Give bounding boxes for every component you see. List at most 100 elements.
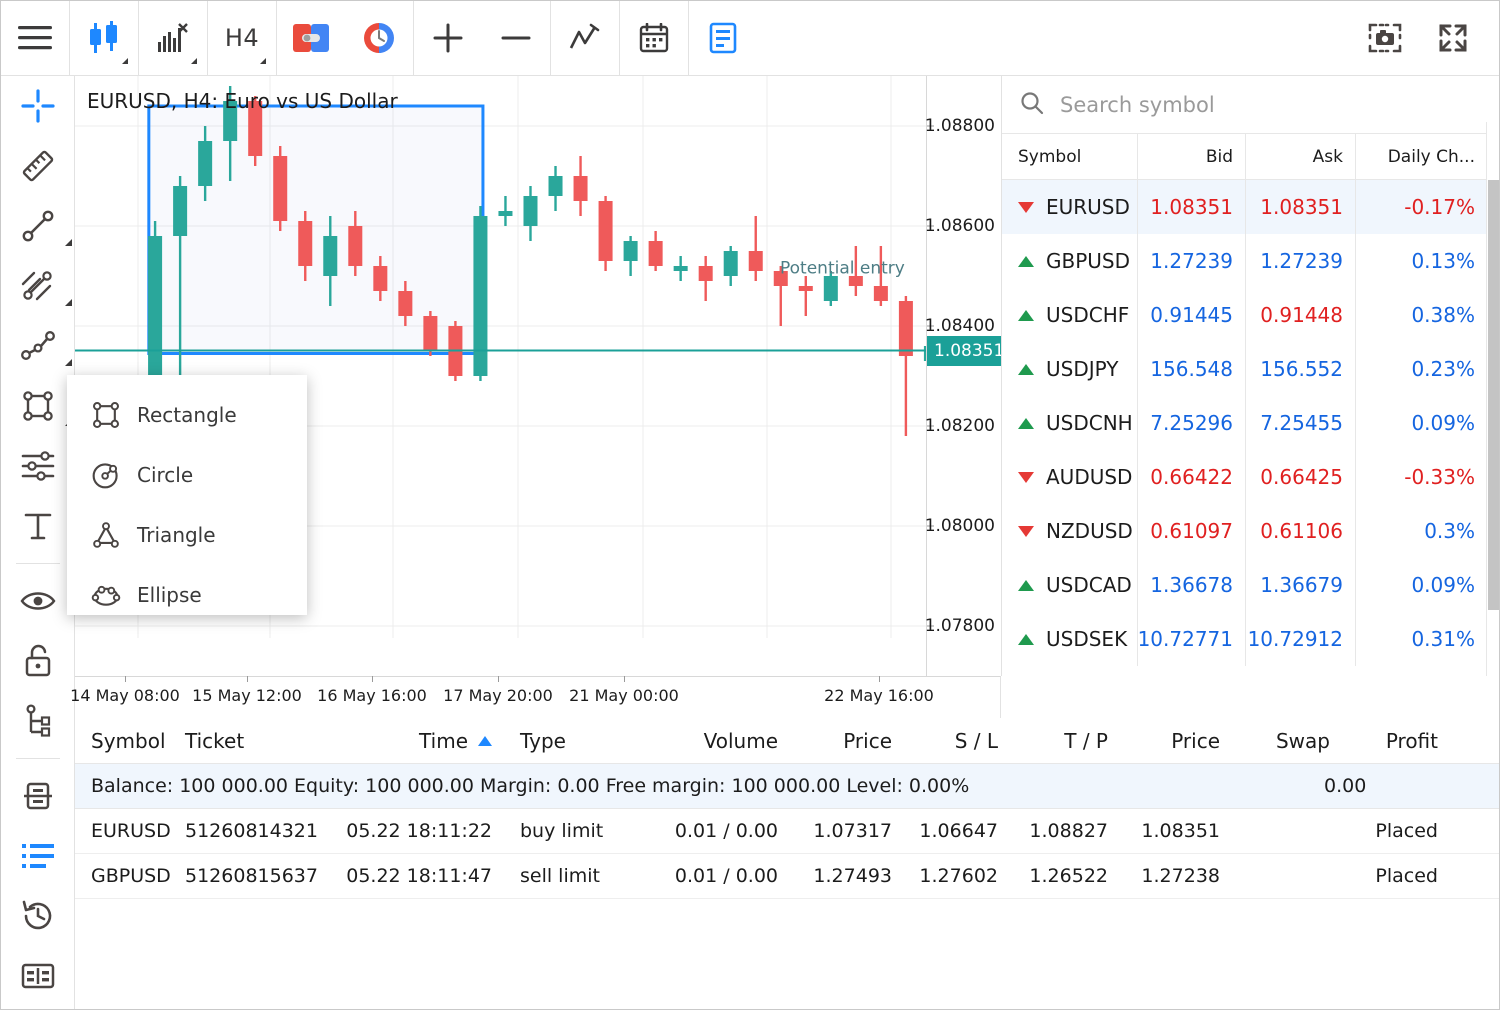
arrow-up-icon bbox=[1018, 363, 1034, 375]
horizontal-levels-icon[interactable] bbox=[1, 436, 75, 496]
symbol-name: AUDUSD bbox=[1046, 465, 1133, 489]
rectangle-shape-icon[interactable] bbox=[1, 376, 75, 436]
price-tick bbox=[927, 125, 934, 127]
symbol-name: EURUSD bbox=[1046, 195, 1130, 219]
triangle-shape-icon bbox=[91, 520, 137, 550]
chevron-down-icon bbox=[122, 57, 128, 64]
arrow-down-icon bbox=[1018, 201, 1034, 213]
column-header-price-current[interactable]: Price bbox=[1171, 728, 1220, 753]
search-input[interactable] bbox=[1060, 92, 1460, 117]
column-header-volume[interactable]: Volume bbox=[703, 728, 778, 753]
menu-item-ellipse[interactable]: Ellipse bbox=[67, 565, 307, 625]
minus-icon[interactable] bbox=[482, 1, 550, 76]
market-watch-row[interactable]: USDCNH 7.25296 7.25455 0.09% bbox=[1002, 396, 1499, 450]
daily-change-cell: 0.23% bbox=[1355, 342, 1491, 396]
sell-buy-ratio-icon[interactable] bbox=[345, 1, 413, 76]
hamburger-menu-icon[interactable] bbox=[1, 1, 69, 76]
column-header-swap[interactable]: Swap bbox=[1275, 728, 1330, 753]
column-header-time[interactable]: Time bbox=[340, 729, 510, 753]
print-icon[interactable] bbox=[1, 766, 75, 826]
menu-item-triangle[interactable]: Triangle bbox=[67, 505, 307, 565]
symbol-search-bar[interactable] bbox=[1002, 76, 1499, 134]
column-header-take-profit[interactable]: T / P bbox=[1064, 728, 1108, 753]
account-summary-text: Balance: 100 000.00 Equity: 100 000.00 M… bbox=[91, 775, 970, 797]
market-watch-row[interactable]: EURUSD 1.08351 1.08351 -0.17% bbox=[1002, 180, 1499, 234]
chevron-down-icon bbox=[191, 57, 197, 64]
scrollbar-thumb[interactable] bbox=[1488, 180, 1499, 610]
column-header-ask[interactable]: Ask bbox=[1245, 133, 1355, 180]
timeframe-selector[interactable]: H4 bbox=[208, 1, 276, 76]
current-price-badge: 1.08351 bbox=[927, 335, 1004, 366]
indicators-icon[interactable] bbox=[139, 1, 207, 76]
news-icon[interactable] bbox=[689, 1, 757, 76]
time-axis-label: 16 May 16:00 bbox=[317, 686, 427, 705]
column-header-ticket[interactable]: Ticket bbox=[185, 728, 245, 753]
ruler-icon[interactable] bbox=[1, 136, 75, 196]
daily-change-cell: 0.38% bbox=[1355, 288, 1491, 342]
top-toolbar: H4 bbox=[1, 1, 1499, 76]
market-watch-row[interactable]: AUDUSD 0.66422 0.66425 -0.33% bbox=[1002, 450, 1499, 504]
search-icon bbox=[1020, 91, 1044, 119]
symbol-cell: USDCAD bbox=[1002, 558, 1137, 612]
polyline-icon[interactable] bbox=[1, 316, 75, 376]
time-axis[interactable]: 14 May 08:00 15 May 12:00 16 May 16:00 17 M… bbox=[70, 676, 1001, 718]
list-icon[interactable] bbox=[1, 826, 75, 886]
column-header-type[interactable]: Type bbox=[520, 728, 566, 753]
daily-change-cell: 0.09% bbox=[1355, 558, 1491, 612]
symbol-cell: AUDUSD bbox=[1002, 450, 1137, 504]
arrow-down-icon bbox=[1018, 471, 1034, 483]
column-header-symbol[interactable]: Symbol bbox=[91, 728, 166, 753]
autoscroll-icon[interactable] bbox=[551, 1, 619, 76]
menu-item-circle[interactable]: Circle bbox=[67, 445, 307, 505]
cell-type: buy limit bbox=[520, 820, 604, 842]
text-icon[interactable] bbox=[1, 496, 75, 556]
cell-take-profit: 1.26522 bbox=[1029, 865, 1108, 887]
column-header-price-open[interactable]: Price bbox=[843, 728, 892, 753]
column-header-daily-change[interactable]: Daily Ch... bbox=[1355, 133, 1491, 180]
symbol-cell: NZDUSD bbox=[1002, 504, 1137, 558]
eye-icon[interactable] bbox=[1, 571, 75, 631]
price-tick bbox=[927, 225, 934, 227]
column-header-profit[interactable]: Profit bbox=[1385, 728, 1438, 753]
fullscreen-expand-icon[interactable] bbox=[1419, 1, 1487, 76]
menu-item-rectangle[interactable]: Rectangle bbox=[67, 385, 307, 445]
calendar-icon[interactable] bbox=[620, 1, 688, 76]
column-header-symbol[interactable]: Symbol bbox=[1018, 146, 1082, 167]
branch-tree-icon[interactable] bbox=[1, 691, 75, 751]
ellipse-shape-icon bbox=[91, 580, 137, 610]
market-watch-row[interactable]: USDCHF 0.91445 0.91448 0.38% bbox=[1002, 288, 1499, 342]
crosshair-icon[interactable] bbox=[1, 76, 75, 136]
bid-cell: 156.548 bbox=[1137, 342, 1245, 396]
account-summary-row: Balance: 100 000.00 Equity: 100 000.00 M… bbox=[75, 764, 1499, 809]
trade-table-row[interactable]: EURUSD 51260814321 05.22 18:11:22 buy limit… bbox=[75, 809, 1499, 854]
history-clock-icon[interactable] bbox=[1, 886, 75, 946]
market-watch-row[interactable]: GBPUSD 1.27239 1.27239 0.13% bbox=[1002, 234, 1499, 288]
line-icon[interactable] bbox=[1, 196, 75, 256]
market-watch-row[interactable]: USDJPY 156.548 156.552 0.23% bbox=[1002, 342, 1499, 396]
one-click-trading-icon[interactable] bbox=[277, 1, 345, 76]
plus-icon[interactable] bbox=[414, 1, 482, 76]
screenshot-camera-icon[interactable] bbox=[1351, 1, 1419, 76]
parallel-channel-icon[interactable] bbox=[1, 256, 75, 316]
shapes-context-menu: Rectangle Circle bbox=[67, 375, 307, 615]
ask-cell: 1.08351 bbox=[1245, 180, 1355, 234]
toolbar-divider bbox=[69, 1, 70, 76]
time-tick bbox=[247, 676, 248, 682]
market-watch-scrollbar[interactable] bbox=[1486, 122, 1499, 676]
market-watch-row[interactable]: USDCAD 1.36678 1.36679 0.09% bbox=[1002, 558, 1499, 612]
ask-cell: 7.25455 bbox=[1245, 396, 1355, 450]
market-watch-row[interactable]: USDSEK 10.72771 10.72912 0.31% bbox=[1002, 612, 1499, 666]
time-tick bbox=[498, 676, 499, 682]
bid-cell: 0.66422 bbox=[1137, 450, 1245, 504]
time-tick bbox=[624, 676, 625, 682]
price-axis[interactable]: 1.08800 1.08600 1.08400 1.08200 1.08000 1.078… bbox=[925, 76, 1004, 676]
symbol-cell: USDSEK bbox=[1002, 612, 1137, 666]
candlestick-icon[interactable] bbox=[70, 1, 138, 76]
book-icon[interactable] bbox=[1, 946, 75, 1006]
column-header-bid[interactable]: Bid bbox=[1137, 133, 1245, 180]
column-header-stop-loss[interactable]: S / L bbox=[954, 728, 998, 753]
market-watch-row[interactable]: NZDUSD 0.61097 0.61106 0.3% bbox=[1002, 504, 1499, 558]
padlock-icon[interactable] bbox=[1, 631, 75, 691]
trade-table-row[interactable]: GBPUSD 51260815637 05.22 18:11:47 sell limi… bbox=[75, 854, 1499, 899]
